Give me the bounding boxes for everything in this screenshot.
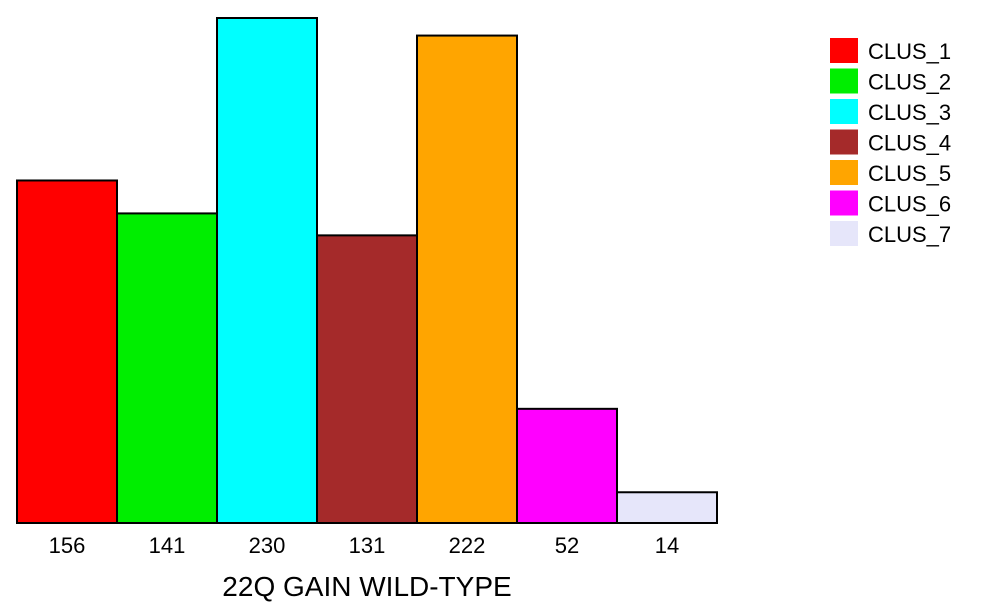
bar-clus-3 — [216, 17, 318, 524]
tick-label: 141 — [149, 533, 186, 558]
tick-label: 131 — [349, 533, 386, 558]
legend-label: CLUS_3 — [868, 100, 951, 125]
bar-clus-2 — [116, 212, 218, 524]
legend-label: CLUS_1 — [868, 39, 951, 64]
tick-label: 222 — [449, 533, 486, 558]
x-axis-label: 22Q GAIN WILD-TYPE — [222, 571, 511, 602]
tick-labels-group: 156 141 230 131 222 52 14 — [49, 533, 680, 558]
legend-swatch-clus-4 — [830, 129, 858, 155]
legend-swatch-clus-1 — [830, 38, 858, 63]
tick-label: 14 — [655, 533, 679, 558]
legend-label: CLUS_5 — [868, 161, 951, 186]
legend-label: CLUS_4 — [868, 131, 951, 156]
legend-swatch-clus-7 — [830, 221, 858, 246]
tick-label: 230 — [249, 533, 286, 558]
bar-clus-6 — [516, 407, 618, 524]
legend: CLUS_1 CLUS_2 CLUS_3 CLUS_4 CLUS_5 CLUS_6 CLUS… — [830, 38, 951, 247]
legend-label: CLUS_6 — [868, 192, 951, 217]
tick-label: 156 — [49, 533, 86, 558]
bar-clus-5 — [416, 34, 518, 524]
legend-swatch-clus-3 — [830, 99, 858, 124]
legend-label: CLUS_7 — [868, 222, 951, 247]
bar-clus-1 — [16, 179, 118, 524]
legend-swatch-clus-6 — [830, 190, 858, 216]
bar-clus-7 — [616, 491, 718, 524]
legend-swatch-clus-5 — [830, 160, 858, 185]
bars-group — [16, 17, 718, 524]
legend-label: CLUS_2 — [868, 70, 951, 95]
tick-label: 52 — [555, 533, 579, 558]
legend-swatch-clus-2 — [830, 68, 858, 94]
bar-clus-4 — [316, 234, 418, 524]
